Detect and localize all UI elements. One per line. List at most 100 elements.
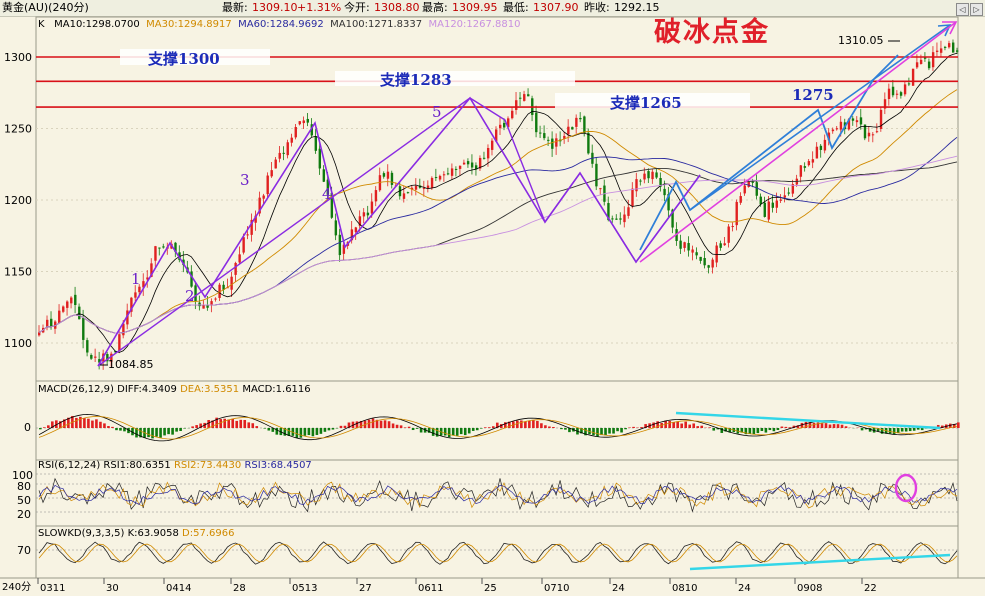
candle-body	[923, 57, 927, 59]
macd-bar	[347, 422, 351, 428]
macd-bar	[880, 428, 884, 434]
candle-body	[118, 334, 121, 351]
candle-body	[90, 354, 93, 359]
ma120-label: MA120:1267.8810	[428, 19, 521, 30]
level-1275-label: 1275	[792, 86, 834, 104]
candle-body	[426, 185, 430, 188]
candle-body	[318, 148, 322, 169]
candles	[38, 39, 959, 370]
macd-bar	[171, 428, 174, 435]
candle-body	[635, 179, 638, 192]
macd-bar	[524, 421, 527, 428]
candle-body	[935, 50, 939, 52]
macd-bar	[211, 420, 214, 428]
candle-body	[206, 304, 209, 308]
x-tick-label: 28	[233, 583, 246, 594]
macd-bar	[231, 418, 235, 428]
macd-bar	[600, 428, 603, 436]
candle-body	[406, 192, 410, 194]
candle-body	[811, 159, 815, 163]
candle-body	[511, 110, 514, 119]
candle-body	[519, 97, 522, 99]
macd-bar	[840, 424, 844, 428]
candle-body	[703, 258, 706, 266]
candle-body	[414, 185, 418, 190]
macd-bar	[463, 428, 467, 436]
macd-bar	[443, 428, 447, 436]
macd-bar	[155, 428, 158, 437]
macd-bar	[455, 428, 459, 436]
macd-bar	[676, 421, 679, 428]
macd-bar	[491, 426, 495, 428]
macd-bar	[123, 428, 126, 432]
macd-bar	[215, 417, 218, 428]
macd-bar	[808, 422, 812, 428]
x-tick-label: 0311	[40, 583, 65, 594]
candle-body	[194, 285, 197, 302]
macd-dea-line	[38, 415, 958, 440]
candle-body	[234, 262, 237, 275]
trend-arrowhead-magenta	[942, 21, 958, 35]
candle-body	[759, 196, 762, 205]
macd-bar	[956, 422, 960, 428]
x-tick-label: 0810	[672, 583, 697, 594]
candle-body	[903, 84, 907, 95]
support-label-1283: 支撑1283	[380, 71, 452, 89]
kd-d: D:57.6966	[182, 528, 235, 539]
macd-bar	[900, 428, 904, 432]
macd-bar	[107, 426, 110, 428]
macd-bar	[688, 424, 692, 428]
macd-bar	[391, 423, 395, 428]
candle-body	[631, 188, 634, 207]
macd-bar	[403, 427, 407, 428]
wave-correction	[469, 97, 701, 264]
candle-body	[250, 219, 253, 235]
macd-bar	[379, 420, 383, 428]
macd-bar	[716, 428, 720, 430]
candle-body	[486, 148, 490, 159]
candle-body	[539, 132, 542, 134]
candle-body	[154, 246, 157, 261]
macd-dea: DEA:3.5351	[180, 384, 240, 395]
macd-bar	[696, 426, 700, 428]
candle-body	[515, 100, 518, 110]
candle-body	[827, 132, 831, 141]
candle-body	[470, 162, 474, 168]
y-tick-1200: 1200	[4, 194, 32, 207]
macd-bar	[724, 428, 728, 432]
macd-bar	[167, 428, 170, 435]
prev-arrow-icon[interactable]: ◁	[956, 3, 969, 16]
macd-bar	[119, 428, 122, 431]
candle-body	[70, 297, 73, 304]
candle-body	[543, 133, 546, 139]
y-tick-1250: 1250	[4, 123, 32, 136]
candle-body	[126, 310, 129, 325]
macd-bar	[131, 428, 134, 436]
next-arrow-icon[interactable]: ▷	[970, 3, 983, 16]
macd-bar	[163, 428, 166, 436]
candle-body	[266, 175, 269, 195]
wave-label-4: 4	[322, 185, 332, 203]
candle-body	[799, 165, 803, 177]
candle-body	[691, 249, 694, 253]
macd-bar	[415, 428, 419, 429]
macd-bar	[315, 428, 319, 435]
macd-bar	[860, 428, 864, 431]
macd-bar	[227, 419, 231, 428]
macd-bar	[624, 428, 627, 430]
macd-bar	[427, 428, 431, 433]
candle-body	[494, 129, 498, 142]
macd-divergence-line	[675, 411, 941, 430]
macd-bar	[508, 421, 511, 428]
candle-body	[454, 168, 458, 170]
candle-body	[507, 118, 510, 128]
candle-body	[94, 356, 97, 358]
candle-body	[190, 271, 193, 287]
macd-params: MACD(26,12,9)	[38, 384, 114, 395]
candle-body	[242, 237, 245, 253]
candle-body	[306, 118, 309, 123]
candle-body	[298, 121, 301, 125]
high-label: 最高:	[422, 1, 448, 14]
candle-body	[735, 201, 738, 226]
